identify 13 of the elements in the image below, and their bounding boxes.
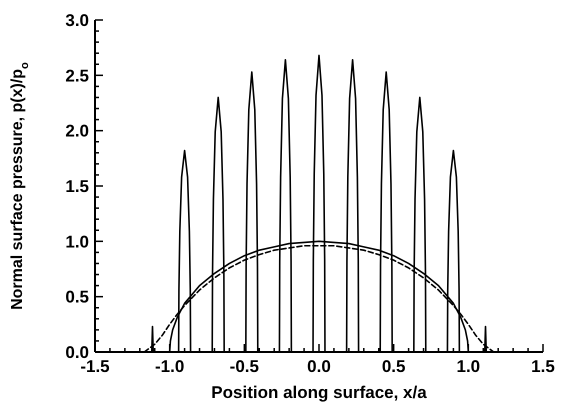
x-tick-label: 1.0: [456, 357, 480, 376]
x-tick-label: 0.5: [382, 357, 406, 376]
y-tick-label: 2.0: [65, 122, 89, 141]
y-tick-label: 3.0: [65, 11, 89, 30]
y-tick-label: 0.5: [65, 288, 89, 307]
y-tick-label: 2.5: [65, 66, 89, 86]
y-tick-label: 1.0: [65, 232, 89, 252]
x-tick-label: 1.5: [531, 357, 555, 376]
x-tick-label: -0.5: [230, 357, 259, 376]
y-tick-label: 1.5: [65, 177, 89, 196]
x-tick-label: 0.0: [307, 357, 331, 376]
x-tick-label: -1.0: [155, 357, 184, 376]
x-axis-title: Position along surface, x/a: [211, 383, 428, 402]
